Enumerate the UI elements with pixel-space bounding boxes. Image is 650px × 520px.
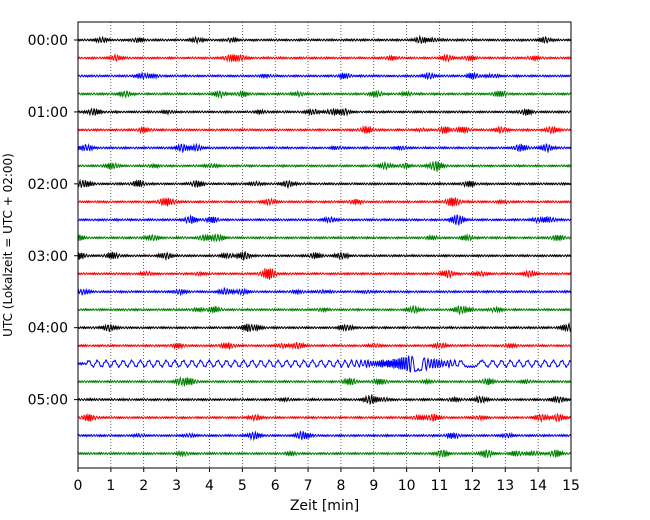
x-tick-label: 0 <box>74 478 83 494</box>
plot-frame <box>77 21 572 469</box>
x-tick-label: 8 <box>336 478 345 494</box>
x-tick-label: 7 <box>304 478 313 494</box>
trace-row-3 <box>77 89 572 100</box>
trace-row-16 <box>77 321 572 333</box>
x-tick-label: 12 <box>463 478 481 494</box>
y-tick-label: 04:00 <box>28 321 68 337</box>
trace-row-1 <box>77 52 572 63</box>
x-tick-label: 3 <box>172 478 181 494</box>
x-tick-label: 15 <box>562 478 580 494</box>
trace-row-15 <box>77 304 572 316</box>
trace-row-22 <box>77 430 572 442</box>
trace-row-2 <box>77 70 572 81</box>
y-tick-label: 02:00 <box>28 177 68 193</box>
trace-row-7 <box>77 160 572 172</box>
trace-row-19 <box>77 376 572 388</box>
trace-row-17 <box>77 341 572 351</box>
trace-row-9 <box>77 197 572 207</box>
trace-row-8 <box>77 178 572 190</box>
trace-row-14 <box>77 286 572 297</box>
trace-row-12 <box>77 250 572 262</box>
x-tick-label: 5 <box>238 478 247 494</box>
x-tick-label: 11 <box>431 478 449 494</box>
y-ticks: 00:00 01:00 02:00 03:00 04:00 05:00 <box>28 33 78 409</box>
x-axis-label: Zeit [min] <box>290 498 359 514</box>
x-tick-label: 14 <box>529 478 547 494</box>
trace-row-21 <box>77 412 572 423</box>
x-tick-label: 6 <box>271 478 280 494</box>
y-tick-label: 03:00 <box>28 249 68 265</box>
x-tick-label: 13 <box>496 478 514 494</box>
grid <box>110 22 539 468</box>
trace-row-5 <box>77 125 572 135</box>
y-axis-label: UTC (Lokalzeit = UTC + 02:00) <box>1 153 15 337</box>
y-tick-label: 01:00 <box>28 105 68 121</box>
trace-row-4 <box>77 107 572 117</box>
traces <box>77 34 572 459</box>
trace-row-11 <box>77 233 572 243</box>
trace-row-10 <box>77 214 572 226</box>
x-tick-label: 9 <box>369 478 378 494</box>
y-tick-label: 00:00 <box>28 33 68 49</box>
x-tick-label: 10 <box>398 478 416 494</box>
x-tick-label: 1 <box>106 478 115 494</box>
trace-row-13 <box>77 268 572 280</box>
x-ticks: 0 1 2 3 4 5 6 7 8 9 10 11 12 13 14 15 <box>74 468 580 494</box>
trace-row-0 <box>77 34 572 45</box>
trace-row-6 <box>77 142 572 154</box>
x-tick-label: 2 <box>139 478 148 494</box>
trace-row-18 <box>77 355 572 374</box>
trace-row-23 <box>77 449 572 459</box>
trace-row-20 <box>77 394 572 406</box>
y-tick-label: 05:00 <box>28 393 68 409</box>
x-tick-label: 4 <box>205 478 214 494</box>
